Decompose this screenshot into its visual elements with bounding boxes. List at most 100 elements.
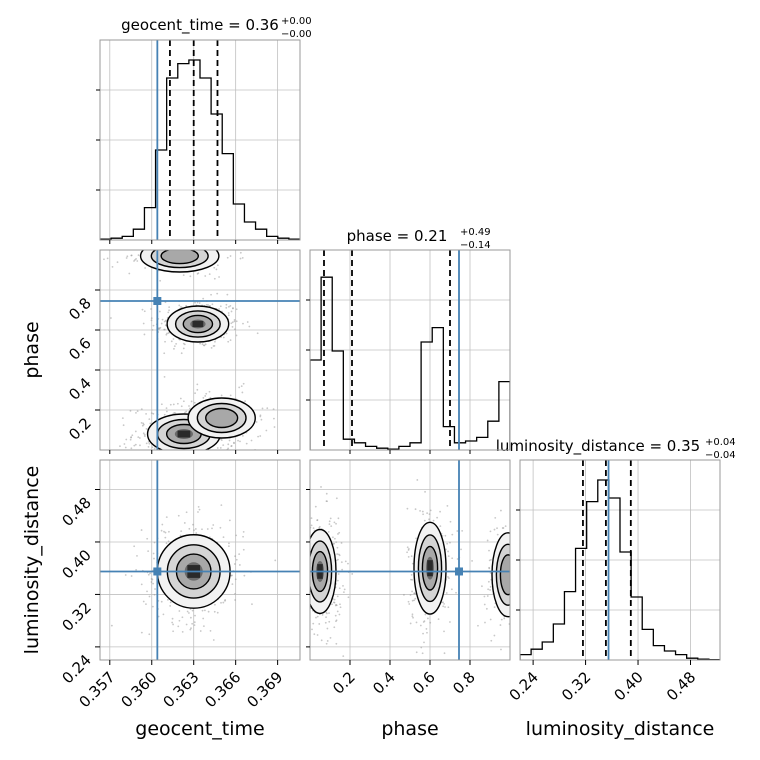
sample-point	[114, 242, 116, 244]
sample-point	[166, 245, 168, 247]
sample-point	[303, 550, 305, 552]
sample-point	[336, 553, 339, 555]
sample-point	[451, 557, 454, 560]
sample-point	[229, 463, 231, 465]
sample-point	[455, 591, 457, 594]
density-panel-phase-vs-geocent-time	[100, 232, 300, 465]
sample-point	[222, 536, 225, 539]
sample-point	[207, 304, 209, 306]
sample-point	[447, 606, 450, 609]
sample-point	[146, 232, 148, 234]
sample-point	[512, 621, 514, 623]
sample-point	[295, 561, 297, 563]
sample-point	[429, 621, 432, 624]
sample-point	[179, 451, 181, 453]
sample-point	[304, 586, 306, 588]
sample-point	[460, 548, 462, 551]
sample-point	[525, 539, 527, 541]
sample-point	[179, 534, 182, 537]
sample-point	[338, 531, 341, 534]
histogram-geocent-time	[100, 59, 300, 240]
sample-point	[316, 634, 319, 636]
sample-point	[213, 277, 216, 280]
sample-point	[426, 631, 428, 634]
sample-point	[235, 558, 238, 561]
hist-panel-geocent-time	[100, 40, 300, 240]
sample-point	[191, 240, 193, 242]
sample-point	[413, 599, 416, 602]
sample-point	[196, 388, 199, 391]
sample-point	[182, 347, 185, 350]
y-tick-label-luminosity-distance: 0.32	[58, 599, 94, 635]
sample-point	[124, 242, 126, 244]
sample-point	[136, 260, 139, 262]
sample-point	[168, 530, 170, 533]
sample-point	[161, 318, 164, 321]
sample-point	[333, 598, 336, 601]
sample-point	[533, 584, 535, 586]
sample-point	[188, 405, 190, 407]
sample-point	[238, 553, 241, 556]
sample-point	[342, 655, 345, 658]
sample-point	[261, 407, 264, 410]
sample-point	[515, 557, 517, 559]
sample-point	[242, 530, 245, 533]
sample-point	[347, 562, 349, 565]
sample-point	[134, 443, 137, 446]
sample-point	[116, 261, 119, 264]
sample-point	[336, 579, 339, 582]
sample-point	[337, 573, 340, 575]
sample-point	[238, 564, 241, 566]
sample-point	[178, 304, 181, 307]
sample-point	[242, 382, 245, 385]
x-tick-label-luminosity-distance: 0.40	[611, 668, 647, 704]
sample-point	[242, 434, 244, 437]
hist-panel-phase	[310, 250, 510, 450]
sample-point	[169, 605, 172, 607]
sample-point	[302, 582, 304, 584]
sample-point	[516, 567, 518, 569]
sample-point	[189, 275, 192, 278]
sample-point	[194, 247, 196, 249]
sample-point	[296, 575, 298, 577]
sample-point	[242, 548, 245, 551]
sample-point	[426, 512, 429, 515]
sample-point	[165, 410, 168, 413]
xlabel-phase: phase	[381, 718, 438, 740]
x-tick-label-geocent-time: 0.363	[159, 668, 202, 711]
sample-point	[343, 588, 346, 591]
density-peak	[427, 560, 433, 577]
sample-point	[166, 456, 168, 458]
sample-point	[214, 246, 216, 248]
sample-point	[420, 646, 423, 649]
sample-point	[151, 446, 154, 449]
sample-point	[483, 603, 486, 606]
sample-point	[234, 599, 236, 601]
sample-point	[192, 523, 194, 526]
sample-point	[153, 557, 155, 560]
sample-point	[456, 530, 459, 532]
sample-point	[333, 537, 336, 540]
sample-point	[222, 444, 225, 446]
sample-point	[179, 397, 182, 400]
sample-point	[231, 583, 234, 586]
sample-point	[488, 559, 491, 562]
sample-point	[514, 529, 516, 531]
sample-point	[423, 519, 426, 522]
contour-level-2	[499, 554, 510, 596]
sample-point	[312, 527, 315, 530]
sample-point	[513, 611, 515, 613]
sample-point	[224, 599, 226, 602]
sample-point	[325, 492, 328, 495]
sample-point	[164, 328, 166, 331]
sample-point	[233, 318, 236, 321]
sample-point	[202, 617, 205, 620]
sample-point	[489, 530, 492, 533]
sample-point	[305, 551, 307, 553]
sample-point	[153, 593, 156, 596]
sample-point	[248, 325, 251, 328]
sample-point	[143, 433, 146, 436]
sample-point	[147, 441, 150, 443]
sample-point	[407, 600, 410, 603]
